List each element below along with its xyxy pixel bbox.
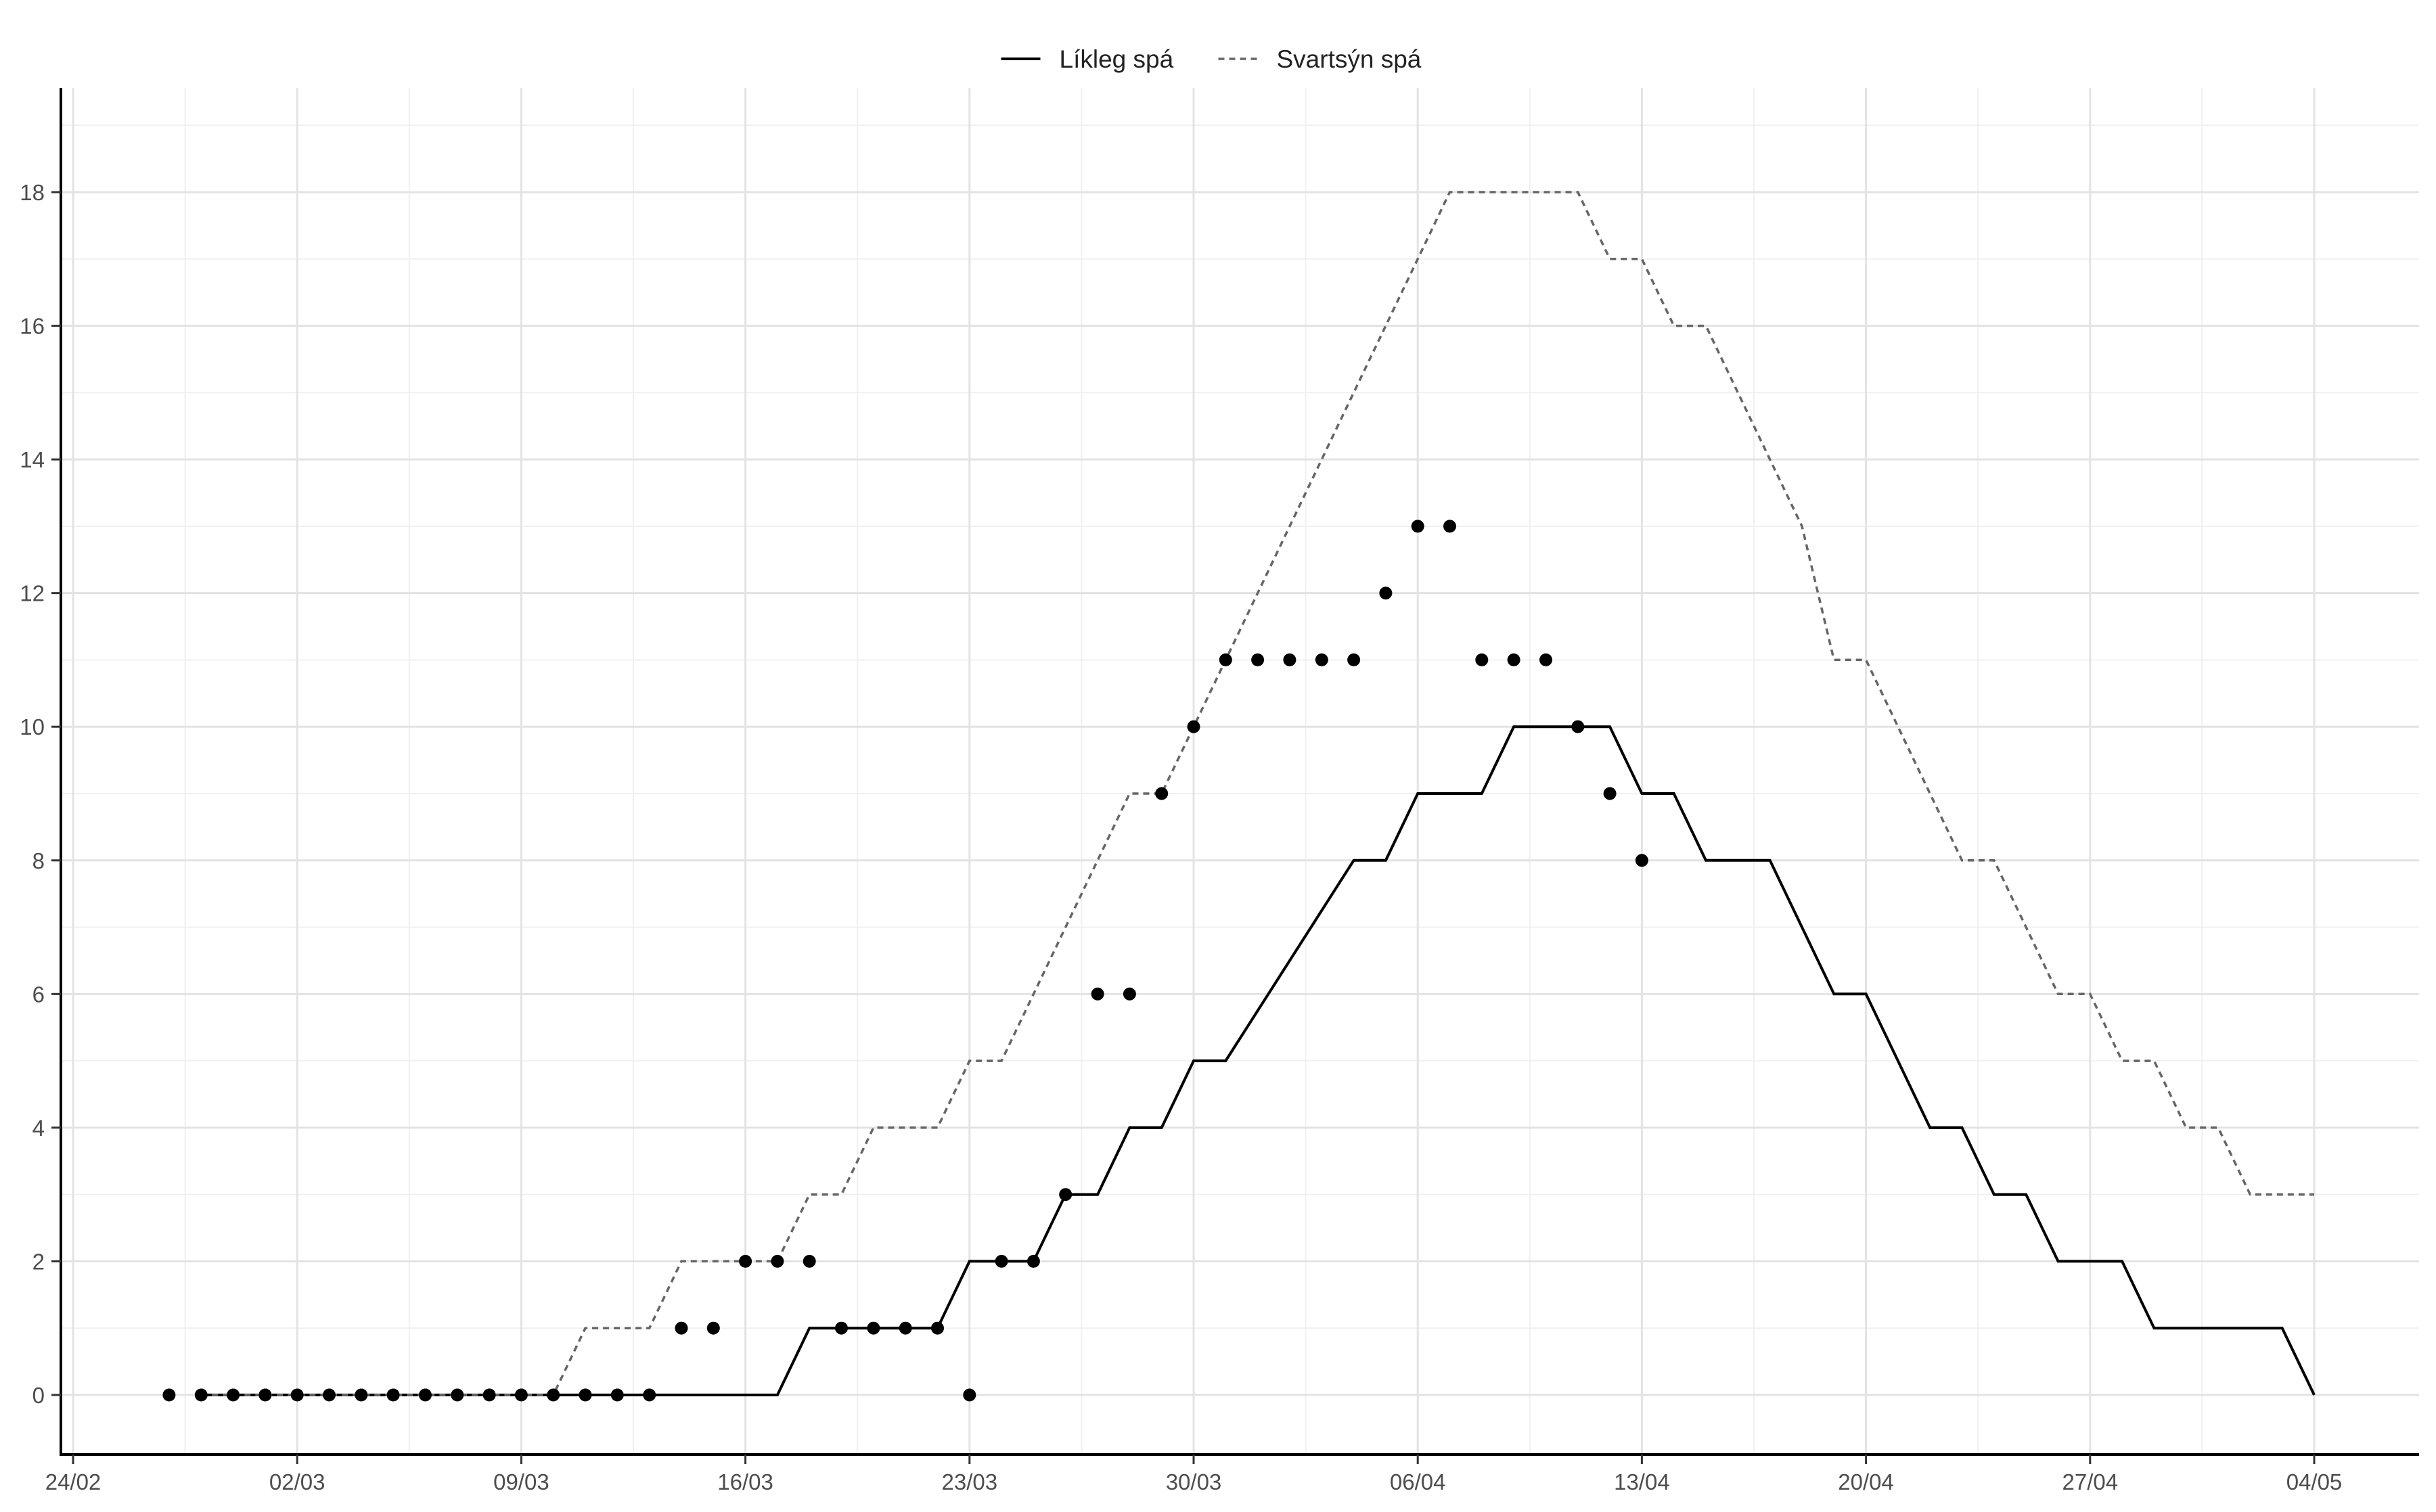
data-point: [995, 1254, 1008, 1268]
y-tick-label: 0: [32, 1383, 45, 1408]
legend-item-1: Svartsýn spá: [1218, 45, 1422, 73]
y-tick-label: 8: [32, 848, 45, 873]
data-point: [482, 1388, 496, 1402]
data-point: [227, 1388, 240, 1402]
data-point: [355, 1388, 368, 1402]
y-tick-label: 10: [20, 714, 45, 739]
series-line-0: [201, 725, 2316, 1396]
data-point: [1187, 720, 1200, 733]
y-tick-label: 14: [20, 447, 45, 472]
y-tick-label: 16: [20, 314, 45, 339]
data-point: [1443, 520, 1456, 533]
y-axis-ticks: 0 2 4 6 8 10 12 14 16 18: [20, 180, 61, 1408]
y-tick-label: 4: [32, 1116, 45, 1141]
legend-item-0: Líkleg spá: [1001, 45, 1174, 73]
data-point: [258, 1388, 272, 1402]
x-tick-label: 06/04: [1390, 1469, 1446, 1494]
data-point: [1571, 720, 1585, 733]
data-point: [1091, 987, 1104, 1001]
data-point: [1475, 653, 1489, 666]
data-point: [1379, 587, 1393, 600]
data-point: [386, 1388, 400, 1402]
major-gridlines: [61, 88, 2419, 1454]
data-point: [803, 1254, 816, 1268]
data-point: [1123, 987, 1136, 1001]
data-point: [1315, 653, 1328, 666]
data-point: [1155, 787, 1169, 800]
data-point: [514, 1388, 528, 1402]
data-point: [1251, 653, 1265, 666]
axes: [60, 88, 2419, 1456]
x-tick-label: 16/03: [717, 1469, 773, 1494]
data-point: [1283, 653, 1296, 666]
x-tick-label: 13/04: [1614, 1469, 1670, 1494]
data-point: [323, 1388, 336, 1402]
data-point: [1219, 653, 1232, 666]
x-tick-label: 27/04: [2062, 1469, 2119, 1494]
data-point: [547, 1388, 560, 1402]
data-point: [1347, 653, 1361, 666]
data-point: [290, 1388, 304, 1402]
legend-label: Svartsýn spá: [1277, 45, 1422, 73]
series-line-1: [201, 191, 2314, 1396]
y-tick-label: 12: [20, 581, 45, 606]
data-point: [835, 1321, 848, 1335]
data-point: [706, 1321, 720, 1335]
data-point: [419, 1388, 432, 1402]
data-point: [1635, 854, 1648, 867]
observed-points: [162, 520, 1648, 1402]
series-layer: [201, 191, 2316, 1396]
data-point: [1507, 653, 1520, 666]
x-tick-label: 23/03: [942, 1469, 998, 1494]
legend: Líkleg spá Svartsýn spá: [1001, 45, 1422, 73]
data-point: [194, 1388, 208, 1402]
data-point: [739, 1254, 752, 1268]
y-tick-label: 2: [32, 1249, 45, 1274]
data-point: [1059, 1188, 1073, 1201]
x-tick-label: 24/02: [45, 1469, 102, 1494]
data-point: [610, 1388, 624, 1402]
data-point: [867, 1321, 880, 1335]
x-axis-ticks: 24/02 02/03 09/03 16/03 23/03 30/03 06/04 13/04…: [45, 1454, 2343, 1494]
data-point: [771, 1254, 784, 1268]
data-point: [675, 1321, 688, 1335]
data-point: [931, 1321, 944, 1335]
x-tick-label: 02/03: [269, 1469, 325, 1494]
data-point: [1027, 1254, 1040, 1268]
y-tick-label: 18: [20, 180, 45, 205]
data-point: [643, 1388, 656, 1402]
data-point: [899, 1321, 912, 1335]
y-tick-label: 6: [32, 982, 45, 1007]
data-point: [1411, 520, 1424, 533]
x-tick-label: 30/03: [1166, 1469, 1222, 1494]
x-tick-label: 04/05: [2286, 1469, 2343, 1494]
x-tick-label: 09/03: [493, 1469, 549, 1494]
data-point: [963, 1388, 976, 1402]
minor-gridlines: [61, 88, 2419, 1454]
data-point: [451, 1388, 464, 1402]
data-point: [162, 1388, 176, 1402]
data-point: [1603, 787, 1617, 800]
data-point: [1539, 653, 1552, 666]
data-point: [579, 1388, 592, 1402]
legend-label: Líkleg spá: [1060, 45, 1174, 73]
x-tick-label: 20/04: [1838, 1469, 1894, 1494]
